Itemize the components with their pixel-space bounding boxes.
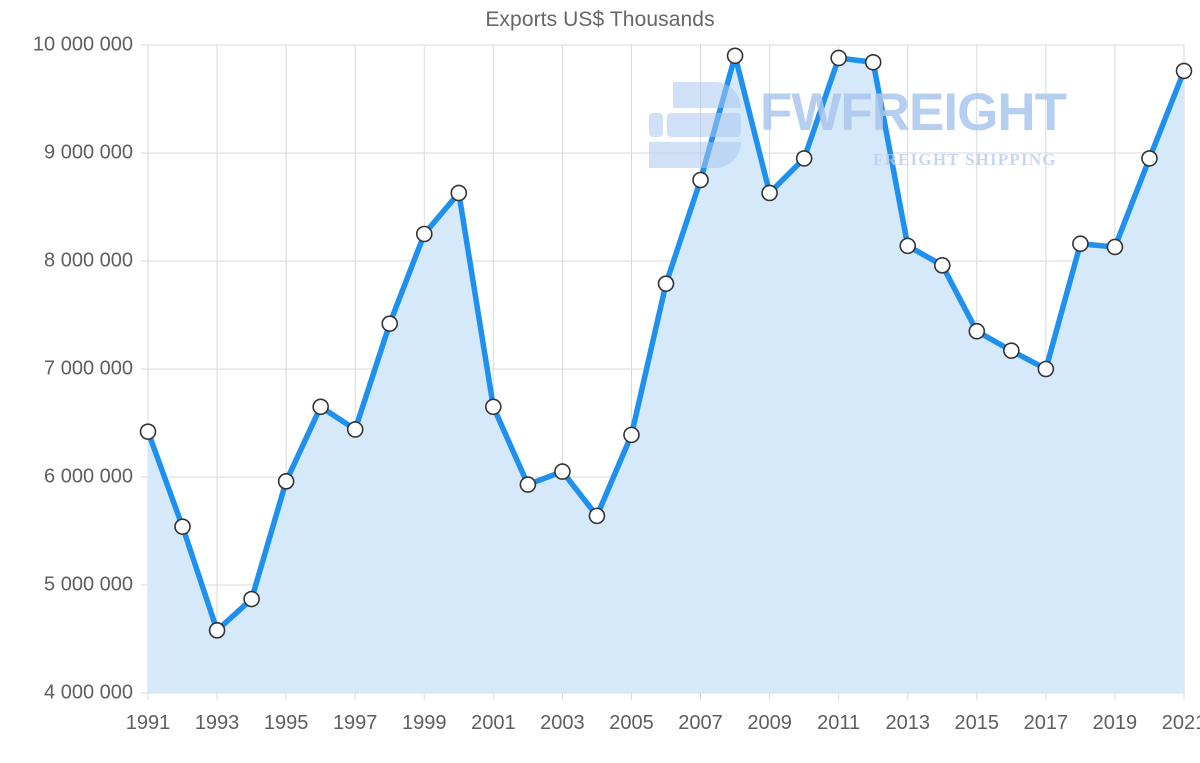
chart-title: Exports US$ Thousands [485, 8, 715, 31]
x-tick-label: 1997 [332, 712, 378, 734]
data-point-marker[interactable] [1072, 235, 1089, 253]
x-tick-label: 2001 [471, 712, 516, 734]
y-tick-label: 6 000 000 [44, 465, 133, 488]
data-point-marker[interactable] [1037, 360, 1055, 378]
y-tick-label: 9 000 000 [44, 141, 133, 164]
x-tick-label: 2021 [1161, 712, 1200, 734]
data-point-marker[interactable] [899, 237, 917, 255]
data-point-marker[interactable] [346, 421, 364, 438]
data-point-marker[interactable] [485, 398, 502, 416]
data-point-marker[interactable] [795, 150, 813, 167]
x-tick-label: 1999 [402, 712, 447, 734]
data-point-marker[interactable] [519, 476, 537, 493]
data-point-marker[interactable] [761, 184, 778, 202]
y-tick-label: 4 000 000 [44, 681, 133, 704]
x-tick-label: 2009 [747, 712, 792, 734]
data-point-marker[interactable] [554, 463, 571, 480]
y-axis: 4 000 000 5 000 000 6 000 000 7 000 000 8 00… [0, 0, 133, 763]
x-tick-label: 2003 [540, 712, 585, 734]
data-point-marker[interactable] [1003, 342, 1020, 359]
data-point-marker[interactable] [243, 590, 260, 608]
x-tick-label: 2017 [1023, 712, 1069, 734]
y-tick-label: 10 000 000 [32, 33, 133, 56]
data-point-marker[interactable] [1106, 238, 1124, 256]
x-tick-label: 1993 [194, 712, 240, 734]
data-point-marker[interactable] [312, 398, 329, 416]
x-tick-label: 1995 [263, 712, 309, 734]
data-point-marker[interactable] [933, 257, 951, 274]
data-point-marker[interactable] [415, 225, 433, 243]
x-tick-label: 1991 [125, 712, 171, 734]
y-tick-label: 7 000 000 [44, 357, 133, 380]
data-point-marker[interactable] [692, 171, 709, 189]
x-tick-label: 2011 [817, 712, 861, 734]
data-point-marker[interactable] [381, 315, 399, 332]
data-point-marker[interactable] [450, 184, 468, 202]
data-point-marker[interactable] [657, 275, 675, 292]
x-tick-label: 2013 [885, 712, 930, 734]
data-point-marker[interactable] [864, 53, 882, 71]
data-point-marker[interactable] [1175, 62, 1193, 80]
data-point-marker[interactable] [174, 518, 191, 535]
data-point-marker[interactable] [139, 423, 157, 440]
x-tick-label: 2007 [678, 712, 723, 734]
area-fill [148, 55, 1184, 694]
data-point-marker[interactable] [277, 473, 295, 490]
data-point-marker[interactable] [1141, 150, 1158, 167]
x-tick-label: 2019 [1092, 712, 1138, 734]
data-point-marker[interactable] [968, 322, 986, 340]
data-point-marker[interactable] [623, 426, 640, 444]
x-tick-label: 2015 [954, 712, 1000, 734]
data-point-marker[interactable] [208, 622, 226, 639]
y-tick-label: 8 000 000 [44, 249, 133, 272]
data-point-marker[interactable] [588, 507, 606, 525]
data-point-marker[interactable] [830, 49, 847, 67]
x-tick-label: 2005 [609, 712, 654, 734]
data-point-marker[interactable] [726, 47, 744, 65]
y-tick-label: 5 000 000 [44, 573, 133, 596]
data-markers [139, 47, 1193, 639]
